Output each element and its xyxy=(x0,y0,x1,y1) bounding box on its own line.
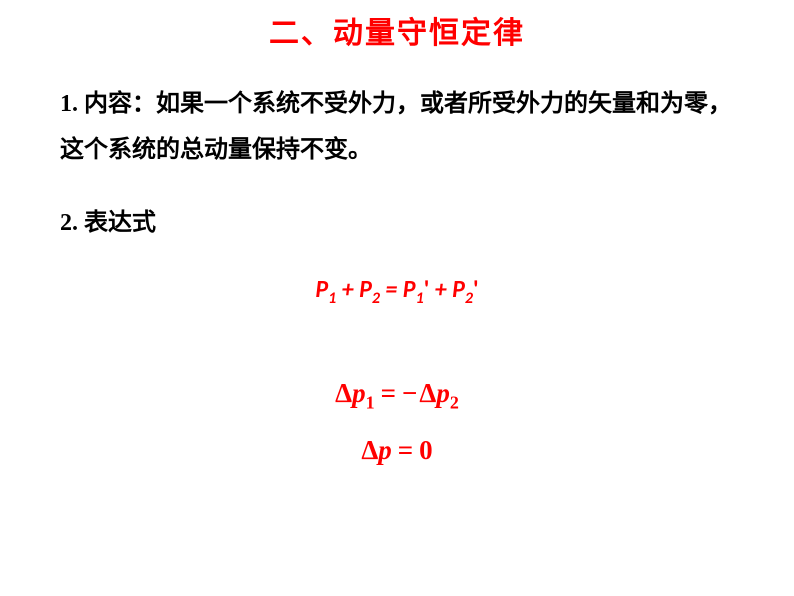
plus2: + xyxy=(429,275,452,304)
neg: − xyxy=(402,378,417,408)
P2p-var: P xyxy=(452,275,465,304)
formula-delta-p1-p2: Δp1=−Δp2 xyxy=(60,378,734,413)
paragraph-1: 1. 内容：如果一个系统不受外力，或者所受外力的矢量和为零， 这个系统的总动量保… xyxy=(60,82,734,173)
page-title: 二、动量守恒定律 xyxy=(0,0,794,52)
P2p-sub: 2 xyxy=(465,289,473,308)
delta2: Δ xyxy=(419,378,436,408)
paragraph-2: 2. 表达式 xyxy=(60,201,734,247)
formula-momentum: P1 + P2 = P1' + P2' xyxy=(60,275,734,308)
formula-delta-p-zero: Δp=0 xyxy=(60,435,734,466)
p1-sub: 1 xyxy=(366,392,375,412)
P2-var: P xyxy=(359,275,372,304)
prime2: ' xyxy=(473,275,479,304)
para1-text: 内容：如果一个系统不受外力，或者所受外力的矢量和为零， 这个系统的总动量保持不变… xyxy=(60,91,732,163)
plus1: + xyxy=(336,275,359,304)
title-text: 二、动量守恒定律 xyxy=(269,17,525,50)
delta3: Δ xyxy=(361,435,378,465)
zero: 0 xyxy=(419,435,433,465)
p-var: p xyxy=(378,435,392,465)
eq1: = xyxy=(381,378,396,408)
P1p-var: P xyxy=(403,275,416,304)
p1-var: p xyxy=(352,378,366,408)
p2-sub: 2 xyxy=(450,392,459,412)
para2-number: 2. xyxy=(60,210,78,236)
P1p-sub: 1 xyxy=(416,289,424,308)
P2-sub: 2 xyxy=(372,289,380,308)
eq2: = xyxy=(398,435,413,465)
content-block: 1. 内容：如果一个系统不受外力，或者所受外力的矢量和为零， 这个系统的总动量保… xyxy=(0,52,794,466)
eq: = xyxy=(380,275,403,304)
para2-text: 表达式 xyxy=(84,210,156,236)
delta1: Δ xyxy=(335,378,352,408)
para1-number: 1. xyxy=(60,91,78,117)
p2-var: p xyxy=(436,378,450,408)
P1-var: P xyxy=(315,275,328,304)
